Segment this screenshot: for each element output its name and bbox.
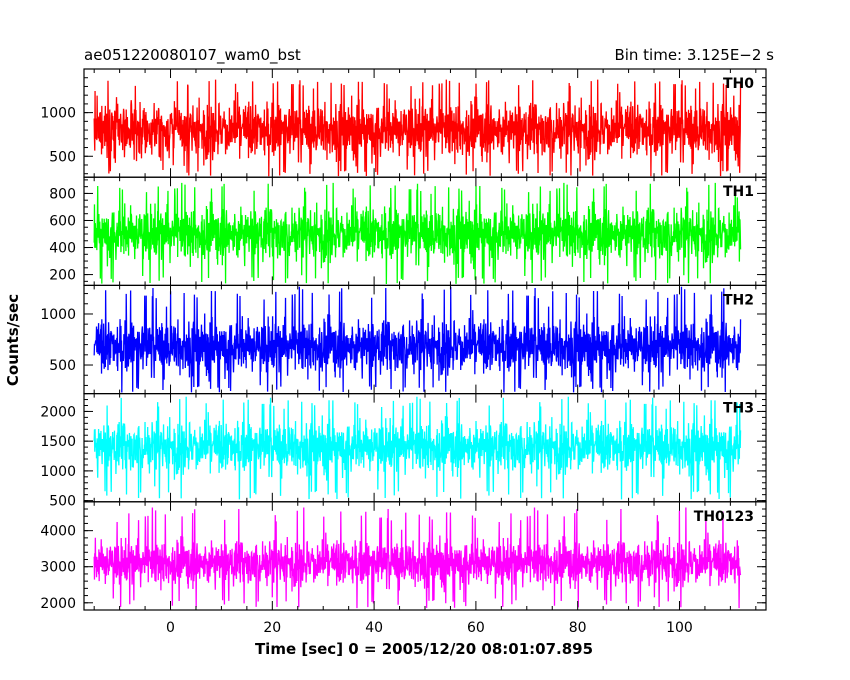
panel-th2: 500 1000 TH2 — [40, 284, 767, 395]
x-tick-label: 0 — [166, 620, 175, 636]
y-tick-label: 1000 — [40, 307, 76, 323]
y-tick-label: 1000 — [40, 106, 76, 122]
panel-label-th0123: TH0123 — [694, 509, 754, 525]
panel-th3: 500 1000 1500 2000 TH3 — [40, 393, 767, 510]
series-th1-line — [93, 182, 742, 284]
chart-title-left: ae051220080107_wam0_bst — [84, 46, 301, 65]
y-tick-label: 1500 — [40, 434, 76, 450]
y-tick-label: 400 — [49, 241, 76, 257]
series-th0-line — [93, 79, 742, 177]
y-axis-label: Counts/sec — [4, 294, 22, 386]
panel-th1: 200 400 600 800 TH1 — [49, 176, 767, 286]
panel-th0: 500 1000 TH0 — [40, 68, 767, 178]
y-tick-label: 1000 — [40, 464, 76, 480]
x-tick-label: 40 — [365, 620, 383, 636]
y-tick-label: 2000 — [40, 404, 76, 420]
panel-label-th1: TH1 — [723, 184, 754, 200]
panels: 500 1000 TH0 200 400 600 800 TH1 500 1000 TH2 500 10… — [40, 68, 767, 612]
panel-label-th3: TH3 — [723, 401, 754, 417]
panel-th0123: 2000 3000 4000 TH0123 — [40, 501, 767, 612]
x-tick-label: 100 — [666, 620, 693, 636]
y-tick-label: 200 — [49, 268, 76, 284]
y-tick-label: 800 — [49, 186, 76, 202]
x-axis-label: Time [sec] 0 = 2005/12/20 08:01:07.895 — [255, 640, 593, 658]
panel-label-th0: TH0 — [723, 76, 754, 92]
x-tick-label: 20 — [263, 620, 281, 636]
series-th3-line — [93, 396, 742, 500]
panel-label-th2: TH2 — [723, 292, 754, 308]
x-tick-label: 80 — [569, 620, 587, 636]
y-tick-label: 500 — [49, 494, 76, 510]
y-tick-label: 3000 — [40, 560, 76, 576]
series-th0123-line — [93, 507, 742, 609]
y-tick-label: 4000 — [40, 524, 76, 540]
x-tick-label: 60 — [467, 620, 485, 636]
y-tick-label: 600 — [49, 213, 76, 229]
x-axis: 0 20 40 60 80 100 — [166, 620, 693, 636]
y-tick-label: 500 — [49, 358, 76, 374]
y-tick-label: 500 — [49, 149, 76, 165]
series-th2-line — [93, 286, 742, 393]
y-tick-label: 2000 — [40, 596, 76, 612]
chart-title-right: Bin time: 3.125E−2 s — [614, 46, 774, 64]
